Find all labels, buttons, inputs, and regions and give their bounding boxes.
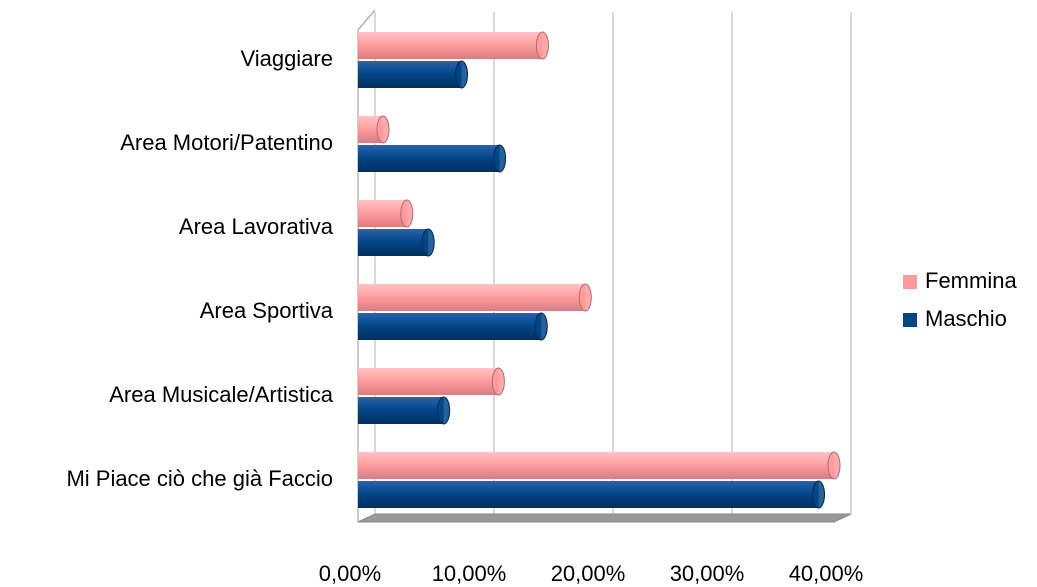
bar-part xyxy=(437,396,451,425)
bar-part xyxy=(358,32,543,59)
bar-part xyxy=(491,367,505,396)
bar-part xyxy=(535,31,549,60)
bar-part xyxy=(827,451,841,480)
bar xyxy=(358,199,414,228)
bar-part xyxy=(358,61,462,88)
bar xyxy=(358,228,435,257)
bar xyxy=(358,480,826,509)
bar-part xyxy=(400,199,414,228)
bar xyxy=(358,283,592,312)
bar xyxy=(358,396,451,425)
bar-part xyxy=(358,200,407,227)
legend-swatch xyxy=(903,275,917,289)
bar-part xyxy=(358,481,819,508)
x-tick-label: 0,00% xyxy=(319,561,381,586)
bar xyxy=(358,312,548,341)
x-tick-label: 30,00% xyxy=(670,561,745,586)
bar xyxy=(358,367,505,396)
bar xyxy=(358,451,841,480)
floor xyxy=(357,513,852,523)
bar-part xyxy=(376,115,390,144)
bar xyxy=(358,31,549,60)
x-tick-label: 40,00% xyxy=(789,561,864,586)
left-wall-top xyxy=(357,9,376,31)
bar-part xyxy=(534,312,548,341)
y-tick-label: Area Lavorativa xyxy=(179,214,334,239)
bar-part xyxy=(358,452,834,479)
bar-part xyxy=(358,229,429,256)
legend-label: Maschio xyxy=(925,306,1007,331)
bar xyxy=(358,144,507,173)
bar-part xyxy=(493,144,507,173)
y-tick-label: Area Sportiva xyxy=(200,298,334,323)
bar-part xyxy=(812,480,826,509)
x-tick-label: 10,00% xyxy=(432,561,507,586)
bar-part xyxy=(358,368,499,395)
bar-part xyxy=(358,397,444,424)
bar xyxy=(358,115,390,144)
legend-label: Femmina xyxy=(925,268,1017,293)
x-tick-label: 20,00% xyxy=(551,561,626,586)
bar-part xyxy=(578,283,592,312)
legend-swatch xyxy=(903,313,917,327)
bar xyxy=(358,60,469,89)
bar-part xyxy=(358,145,500,172)
y-tick-label: Area Musicale/Artistica xyxy=(109,382,334,407)
bar-part xyxy=(421,228,435,257)
y-tick-label: Mi Piace ciò che già Faccio xyxy=(66,466,333,491)
y-tick-label: Area Motori/Patentino xyxy=(120,130,333,155)
y-tick-label: Viaggiare xyxy=(240,46,333,71)
bar-part xyxy=(358,313,542,340)
bar-part xyxy=(358,284,586,311)
bar-part xyxy=(455,60,469,89)
